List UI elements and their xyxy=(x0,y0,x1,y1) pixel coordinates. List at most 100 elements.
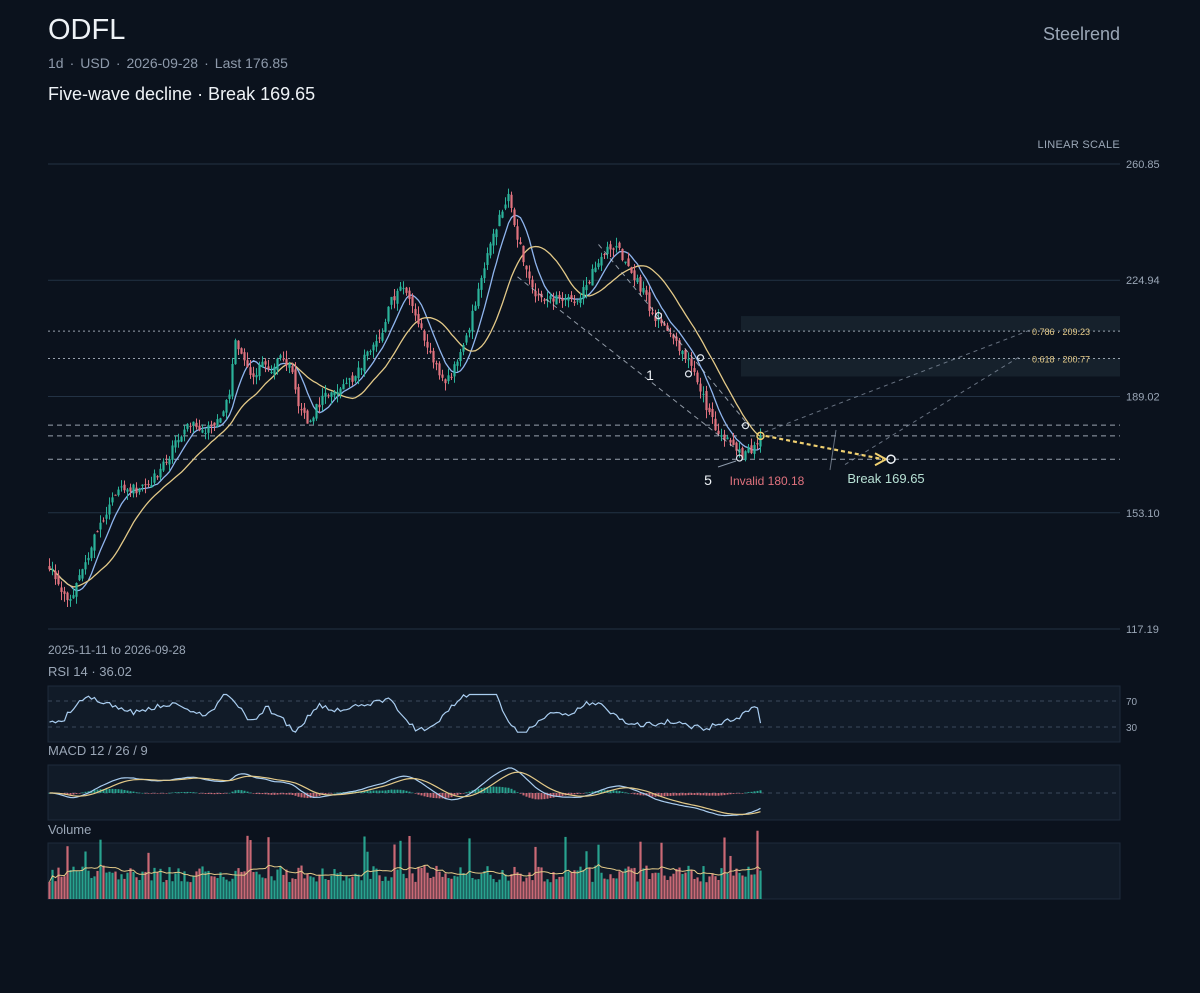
macd-histogram-bar xyxy=(597,790,600,793)
price-levels: 0.786 · 209.23 0.618 · 200.77 xyxy=(48,327,1120,460)
candle xyxy=(462,342,465,356)
volume-bar xyxy=(648,879,651,899)
candle-body xyxy=(273,366,276,375)
candle xyxy=(309,419,312,423)
volume-bar xyxy=(246,835,249,899)
macd-histogram-bar xyxy=(123,790,126,793)
candle-body xyxy=(90,547,93,559)
candle-body xyxy=(375,340,378,347)
candle-body xyxy=(432,350,435,363)
candle-body xyxy=(402,288,405,290)
volume-bar xyxy=(621,871,624,899)
volume-bar xyxy=(264,878,267,899)
macd-histogram-bar xyxy=(738,793,741,794)
candle xyxy=(318,397,321,413)
macd-histogram-bar xyxy=(159,793,162,794)
candle-body xyxy=(735,442,738,451)
candle-body xyxy=(336,391,339,395)
candle-body xyxy=(294,369,297,390)
macd-histogram-bar xyxy=(447,793,450,798)
candle xyxy=(696,370,699,385)
volume-bar xyxy=(132,871,135,899)
macd-histogram-bar xyxy=(174,792,177,793)
candle xyxy=(528,265,531,285)
volume-bar xyxy=(57,867,60,899)
volume-bar xyxy=(438,871,441,899)
volume-bar xyxy=(684,872,687,899)
volume-bar xyxy=(201,866,204,899)
volume-bar xyxy=(252,872,255,899)
rsi-level-label: 70 xyxy=(1126,697,1138,708)
macd-histogram-bar xyxy=(465,792,468,793)
candle-body xyxy=(717,430,720,434)
volume-average-line xyxy=(49,863,761,883)
candle xyxy=(639,274,642,296)
volume-bar xyxy=(591,881,594,899)
macd-histogram-bar xyxy=(144,793,147,794)
macd-histogram-bar xyxy=(111,788,114,793)
candle-body xyxy=(258,364,261,377)
wave-5-leader xyxy=(717,460,737,468)
candle xyxy=(147,480,150,488)
candle xyxy=(189,422,192,434)
volume-bar xyxy=(189,882,192,899)
macd-histogram-bar xyxy=(105,789,108,793)
candle-body xyxy=(747,447,750,453)
candle-body xyxy=(378,337,381,339)
macd-histogram-bar xyxy=(741,793,744,794)
volume-bar xyxy=(300,865,303,899)
volume-bar xyxy=(144,871,147,899)
macd-histogram-bar xyxy=(102,789,105,793)
macd-histogram-bar xyxy=(273,793,276,795)
candle xyxy=(582,280,585,305)
macd-histogram-bar xyxy=(468,791,471,793)
volume-bar xyxy=(387,880,390,899)
macd-histogram-bar xyxy=(666,793,669,797)
volume-bar xyxy=(48,881,51,899)
candle xyxy=(708,403,711,415)
candle-body xyxy=(462,345,465,352)
volume-bar xyxy=(312,877,315,899)
macd-histogram-bar xyxy=(228,792,231,794)
volume-bar xyxy=(192,875,195,899)
macd-histogram-bar xyxy=(378,790,381,793)
scale-toggle[interactable]: LINEAR SCALE xyxy=(1037,139,1120,151)
rsi-line xyxy=(49,693,762,733)
candle-body xyxy=(417,313,420,325)
volume-bar xyxy=(348,878,351,899)
candle-body xyxy=(291,365,294,373)
ma-slow-line xyxy=(49,245,761,588)
volume-bar xyxy=(51,869,54,899)
candle xyxy=(621,248,624,262)
macd-histogram-bar xyxy=(516,792,519,793)
volume-bar xyxy=(525,877,528,899)
candle xyxy=(420,318,423,330)
candle xyxy=(537,288,540,301)
candle-body xyxy=(618,242,621,248)
volume-bar xyxy=(594,865,597,899)
candle xyxy=(705,385,708,419)
macd-histogram-bar xyxy=(570,793,573,795)
macd-histogram-bar xyxy=(426,793,429,798)
volume-bar xyxy=(102,865,105,899)
candle xyxy=(408,287,411,306)
candle xyxy=(441,369,444,382)
candle xyxy=(168,456,171,472)
candle xyxy=(210,420,213,434)
volume-bar xyxy=(93,876,96,899)
macd-histogram-bar xyxy=(195,792,198,794)
volume-bar xyxy=(225,879,228,899)
candle-body xyxy=(144,484,147,486)
macd-histogram-bar xyxy=(429,793,432,798)
macd-histogram-bar xyxy=(75,793,78,794)
candle-body xyxy=(231,363,234,397)
macd-histogram-bar xyxy=(537,793,540,800)
macd-histogram-bar xyxy=(477,788,480,793)
volume-bar xyxy=(219,872,222,899)
volume-bar xyxy=(87,870,90,899)
candle-body xyxy=(132,484,135,494)
rsi-panel xyxy=(47,685,1121,743)
candle xyxy=(225,399,228,420)
candle-body xyxy=(387,306,390,322)
